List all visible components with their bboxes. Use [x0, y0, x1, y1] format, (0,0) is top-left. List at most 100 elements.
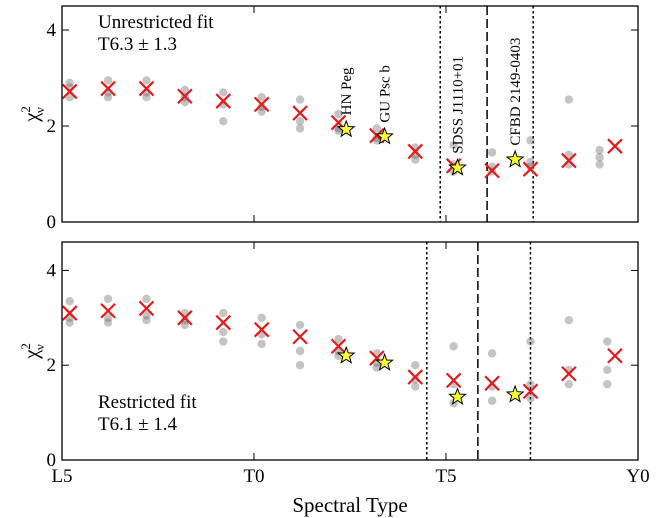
axes-frame [61, 241, 639, 461]
fit-point [103, 93, 113, 102]
fit-point [257, 107, 266, 116]
best-fit-marker [253, 96, 270, 113]
fit-point [595, 153, 604, 162]
x-stroke [484, 375, 500, 392]
fit-point [219, 308, 228, 318]
star-marker [505, 384, 525, 403]
fit-point [295, 95, 305, 104]
fit-point [595, 145, 604, 155]
best-fit-marker [138, 80, 155, 97]
star-marker [336, 119, 356, 138]
fit-point [526, 379, 535, 389]
y-tick-label: 4 [47, 260, 57, 281]
annotation: Restricted fit [98, 392, 197, 413]
x-stroke [292, 105, 308, 121]
x-stroke [369, 127, 385, 144]
fit-point [180, 97, 190, 107]
y-label-sub: ν [32, 107, 47, 113]
x-stroke [607, 138, 623, 154]
y-label-base: χ [19, 349, 43, 360]
star-marker [375, 352, 394, 371]
best-fit-marker [215, 314, 232, 331]
best-fit-marker [215, 93, 232, 109]
fit-point [564, 315, 574, 325]
fit-point [487, 148, 497, 157]
best-fit-marker [292, 105, 308, 121]
fit-point [142, 311, 151, 320]
best-fit-marker [177, 88, 193, 105]
best-fit-marker [62, 83, 78, 100]
best-fit-marker [138, 300, 155, 317]
x-stroke [62, 83, 78, 100]
fit-point [295, 320, 305, 330]
star-label: CFBD 2149-0403 [508, 38, 524, 146]
fit-point [142, 294, 151, 304]
x-stroke [330, 338, 347, 355]
fit-point [257, 93, 266, 102]
fit-point [219, 327, 228, 337]
y-label-base: χ [19, 112, 43, 123]
fit-point [257, 102, 266, 112]
y-tick-label: 0 [47, 450, 57, 471]
fit-point [526, 394, 535, 403]
axes-frame [61, 5, 639, 223]
fit-point [295, 124, 305, 133]
annotation: T6.3 ± 1.3 [98, 34, 177, 55]
x-axis-label: Spectral Type [292, 493, 407, 517]
x-stroke [484, 162, 500, 179]
fit-point [65, 78, 74, 88]
y-tick-label: 4 [47, 20, 57, 41]
x-stroke [607, 347, 623, 364]
best-fit-marker [292, 329, 308, 345]
x-stroke [177, 310, 193, 326]
fit-point [142, 93, 151, 102]
fit-point [411, 361, 420, 370]
fit-point [180, 320, 190, 330]
fit-point [180, 85, 190, 95]
fit-point [334, 334, 343, 344]
fit-point [449, 141, 458, 150]
annotation: T6.1 ± 1.4 [98, 414, 178, 435]
x-stroke [138, 300, 155, 317]
best-fit-marker [177, 310, 193, 326]
best-fit-marker [522, 383, 539, 400]
y-axis-label: χ2ν [18, 106, 47, 123]
fit-point [603, 365, 612, 375]
fit-point [372, 363, 382, 372]
x-stroke [215, 93, 232, 109]
fit-point [103, 318, 113, 327]
fit-point [487, 396, 497, 405]
fit-point [219, 117, 228, 126]
x-stroke [407, 369, 424, 385]
fit-point [257, 339, 266, 349]
fit-point [103, 76, 113, 85]
best-fit-marker [100, 80, 116, 97]
best-fit-marker [561, 365, 577, 382]
best-fit-marker [330, 338, 347, 355]
x-tick-label: L5 [51, 466, 72, 487]
y-tick-label: 0 [47, 212, 57, 233]
fit-point [564, 379, 574, 389]
x-tick-label: T5 [435, 466, 456, 487]
x-tick-label: T0 [243, 466, 264, 487]
fit-point [295, 361, 305, 370]
best-fit-marker [484, 375, 500, 392]
fit-point [295, 346, 305, 356]
fit-point [65, 93, 74, 102]
star-marker [505, 149, 525, 168]
best-fit-marker [607, 347, 623, 364]
y-label-sup: 2 [18, 343, 33, 350]
fit-point [526, 157, 535, 167]
star-label: HN Peg [339, 67, 355, 115]
x-stroke [100, 302, 116, 319]
fit-point [526, 136, 535, 145]
x-stroke [292, 329, 308, 345]
best-fit-marker [484, 162, 500, 179]
y-tick-label: 2 [47, 355, 57, 376]
x-stroke [253, 96, 270, 113]
y-label-sub: ν [32, 344, 47, 350]
plot-area [62, 6, 623, 222]
fit-point [603, 337, 612, 346]
y-axis-label: χ2ν [18, 343, 47, 360]
